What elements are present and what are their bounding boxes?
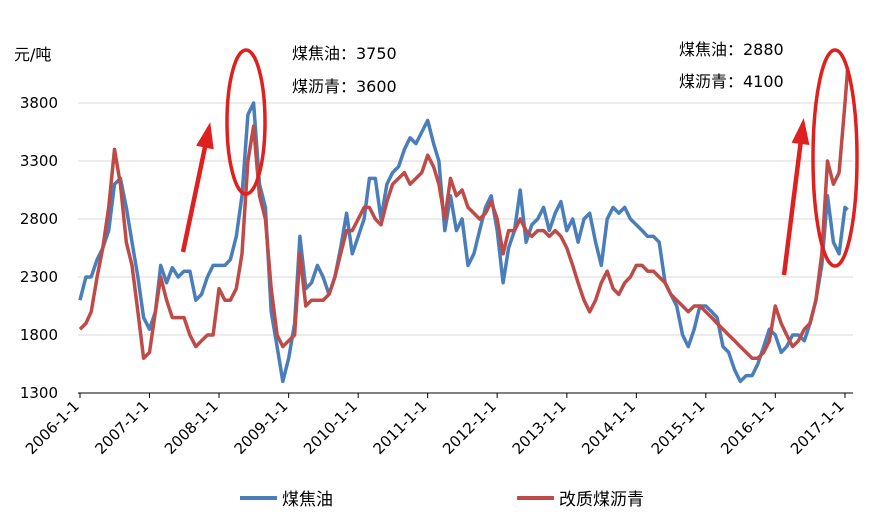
arrow-shaft xyxy=(781,123,806,276)
x-tick-label: 2014-1-1 xyxy=(578,397,639,458)
annotation-text: 煤焦油：3750 xyxy=(292,44,397,63)
annotations: 煤焦油：3750 煤沥青：3600 煤焦油：2880 煤沥青：4100 xyxy=(180,40,859,276)
series-line-1 xyxy=(78,101,849,384)
x-tick-label: 2010-1-1 xyxy=(300,397,361,458)
series-line-2 xyxy=(78,68,850,360)
x-tick-label: 2011-1-1 xyxy=(370,397,431,458)
x-tick-label: 2017-1-1 xyxy=(787,397,848,458)
arrow-shaft xyxy=(180,127,212,253)
x-tick-label: 2015-1-1 xyxy=(648,397,709,458)
y-tick-labels: 1300 1800 2300 2800 3300 3800 xyxy=(20,94,58,402)
x-tick-labels: 2006-1-1 2007-1-1 2008-1-1 2009-1-1 2010-1-1… xyxy=(22,397,848,458)
y-tick-label: 2800 xyxy=(20,210,58,228)
series-lines xyxy=(78,68,850,384)
y-tick-label: 3800 xyxy=(20,94,58,112)
x-tick-label: 2009-1-1 xyxy=(231,397,292,458)
x-tick-label: 2012-1-1 xyxy=(439,397,500,458)
annotation-text: 煤沥青：3600 xyxy=(292,77,397,96)
legend-label-2: 改质煤沥青 xyxy=(559,490,644,510)
x-tick-label: 2016-1-1 xyxy=(717,397,778,458)
legend: 煤焦油 改质煤沥青 xyxy=(240,490,644,510)
annotation-text: 煤焦油：2880 xyxy=(679,40,784,59)
y-tick-label: 2300 xyxy=(20,268,58,286)
x-tick-label: 2007-1-1 xyxy=(91,397,152,458)
x-tick-label: 2008-1-1 xyxy=(161,397,222,458)
annotation-text: 煤沥青：4100 xyxy=(679,72,784,91)
y-tick-label: 1800 xyxy=(20,326,58,344)
axes xyxy=(78,392,853,398)
y-tick-label: 3300 xyxy=(20,152,58,170)
arrow-head xyxy=(791,118,810,145)
legend-label-1: 煤焦油 xyxy=(282,490,333,510)
x-tick-label: 2013-1-1 xyxy=(509,397,570,458)
x-tick-label: 2006-1-1 xyxy=(22,397,83,458)
highlight-ellipse xyxy=(811,48,859,268)
highlight-ellipse xyxy=(225,48,267,196)
y-tick-label: 1300 xyxy=(20,384,58,402)
y-axis-label: 元/吨 xyxy=(14,45,51,64)
arrow-head xyxy=(196,122,214,150)
